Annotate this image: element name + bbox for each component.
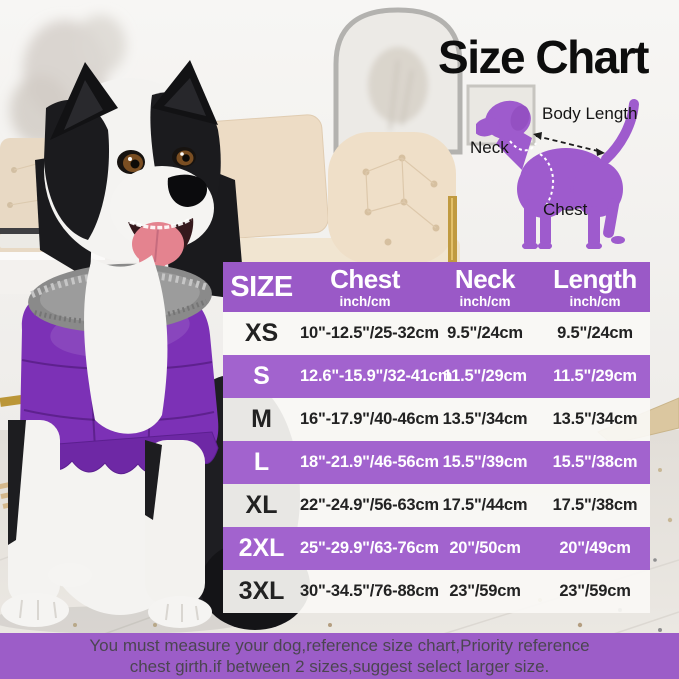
- size-cell: XS: [244, 319, 279, 347]
- length-cell: 20"/49cm: [559, 539, 631, 557]
- table-row-s: S 12.6"-15.9"/32-41cm 11.5"/29cm 11.5"/2…: [223, 355, 650, 398]
- neck-cell: 20"/50cm: [449, 539, 521, 557]
- neck-cell: 9.5"/24cm: [447, 324, 523, 342]
- length-cell: 23"/59cm: [559, 582, 631, 600]
- chest-cell: 22"-24.9"/56-63cm: [300, 496, 439, 514]
- size-cell: M: [251, 405, 272, 433]
- length-cell: 9.5"/24cm: [557, 324, 633, 342]
- table-row-l: L 18"-21.9"/46-56cm 15.5"/39cm 15.5"/38c…: [223, 441, 650, 484]
- chest-cell: 16"-17.9"/40-46cm: [300, 410, 439, 428]
- chest-cell: 10"-12.5"/25-32cm: [300, 324, 439, 342]
- neck-cell: 13.5"/34cm: [442, 410, 528, 428]
- column-header-chest: Chest inch/cm: [330, 263, 400, 309]
- length-cell: 15.5"/38cm: [552, 453, 638, 471]
- chest-cell: 30"-34.5"/76-88cm: [300, 582, 439, 600]
- neck-cell: 11.5"/29cm: [443, 367, 527, 385]
- size-cell: XL: [245, 491, 278, 519]
- length-cell: 13.5"/34cm: [552, 410, 638, 428]
- chest-cell: 25"-29.9"/63-76cm: [300, 539, 439, 557]
- body-length-measure-line: [535, 135, 603, 153]
- column-header-length: Length inch/cm: [553, 263, 637, 309]
- table-row-m: M 16"-17.9"/40-46cm 13.5"/34cm 13.5"/34c…: [223, 398, 650, 441]
- table-row-2xl: 2XL 25"-29.9"/63-76cm 20"/50cm 20"/49cm: [223, 527, 650, 570]
- body-length-label: Body Length: [542, 104, 638, 123]
- chest-cell: 12.6"-15.9"/32-41cm: [300, 367, 453, 385]
- size-table: SIZE Chest inch/cm Neck inch/cm Length inch…: [223, 262, 650, 613]
- page-title: Size Chart: [438, 31, 649, 83]
- measurement-diagram: Neck Body Length Chest: [458, 88, 663, 256]
- chest-label: Chest: [543, 200, 588, 219]
- footer-line1: You must measure your dog,reference size…: [89, 636, 590, 655]
- size-cell: 2XL: [238, 534, 285, 562]
- chest-measure-line: [539, 153, 555, 207]
- size-cell: S: [253, 362, 270, 390]
- footer-line2: chest girth.if between 2 sizes,suggest s…: [129, 657, 550, 676]
- neck-cell: 17.5"/44cm: [442, 496, 528, 514]
- table-row-xl: XL 22"-24.9"/56-63cm 17.5"/44cm 17.5"/38…: [223, 484, 650, 527]
- neck-cell: 23"/59cm: [449, 582, 521, 600]
- chest-cell: 18"-21.9"/46-56cm: [300, 453, 439, 471]
- size-cell: L: [253, 448, 270, 476]
- length-cell: 11.5"/29cm: [553, 367, 637, 385]
- neck-cell: 15.5"/39cm: [442, 453, 528, 471]
- table-row-xs: XS 10"-12.5"/25-32cm 9.5"/24cm 9.5"/24cm: [223, 312, 650, 355]
- mirror: [333, 7, 463, 155]
- column-header-size: SIZE: [230, 270, 293, 303]
- neck-label: Neck: [470, 138, 509, 157]
- length-cell: 17.5"/38cm: [552, 496, 638, 514]
- dog-silhouette: [476, 99, 639, 249]
- column-header-neck: Neck inch/cm: [454, 263, 516, 309]
- size-cell: 3XL: [238, 577, 285, 605]
- footer-note: You must measure your dog,reference size…: [0, 633, 679, 679]
- table-row-3xl: 3XL 30"-34.5"/76-88cm 23"/59cm 23"/59cm: [223, 570, 650, 613]
- table-header-row: SIZE Chest inch/cm Neck inch/cm Length inch…: [223, 262, 650, 312]
